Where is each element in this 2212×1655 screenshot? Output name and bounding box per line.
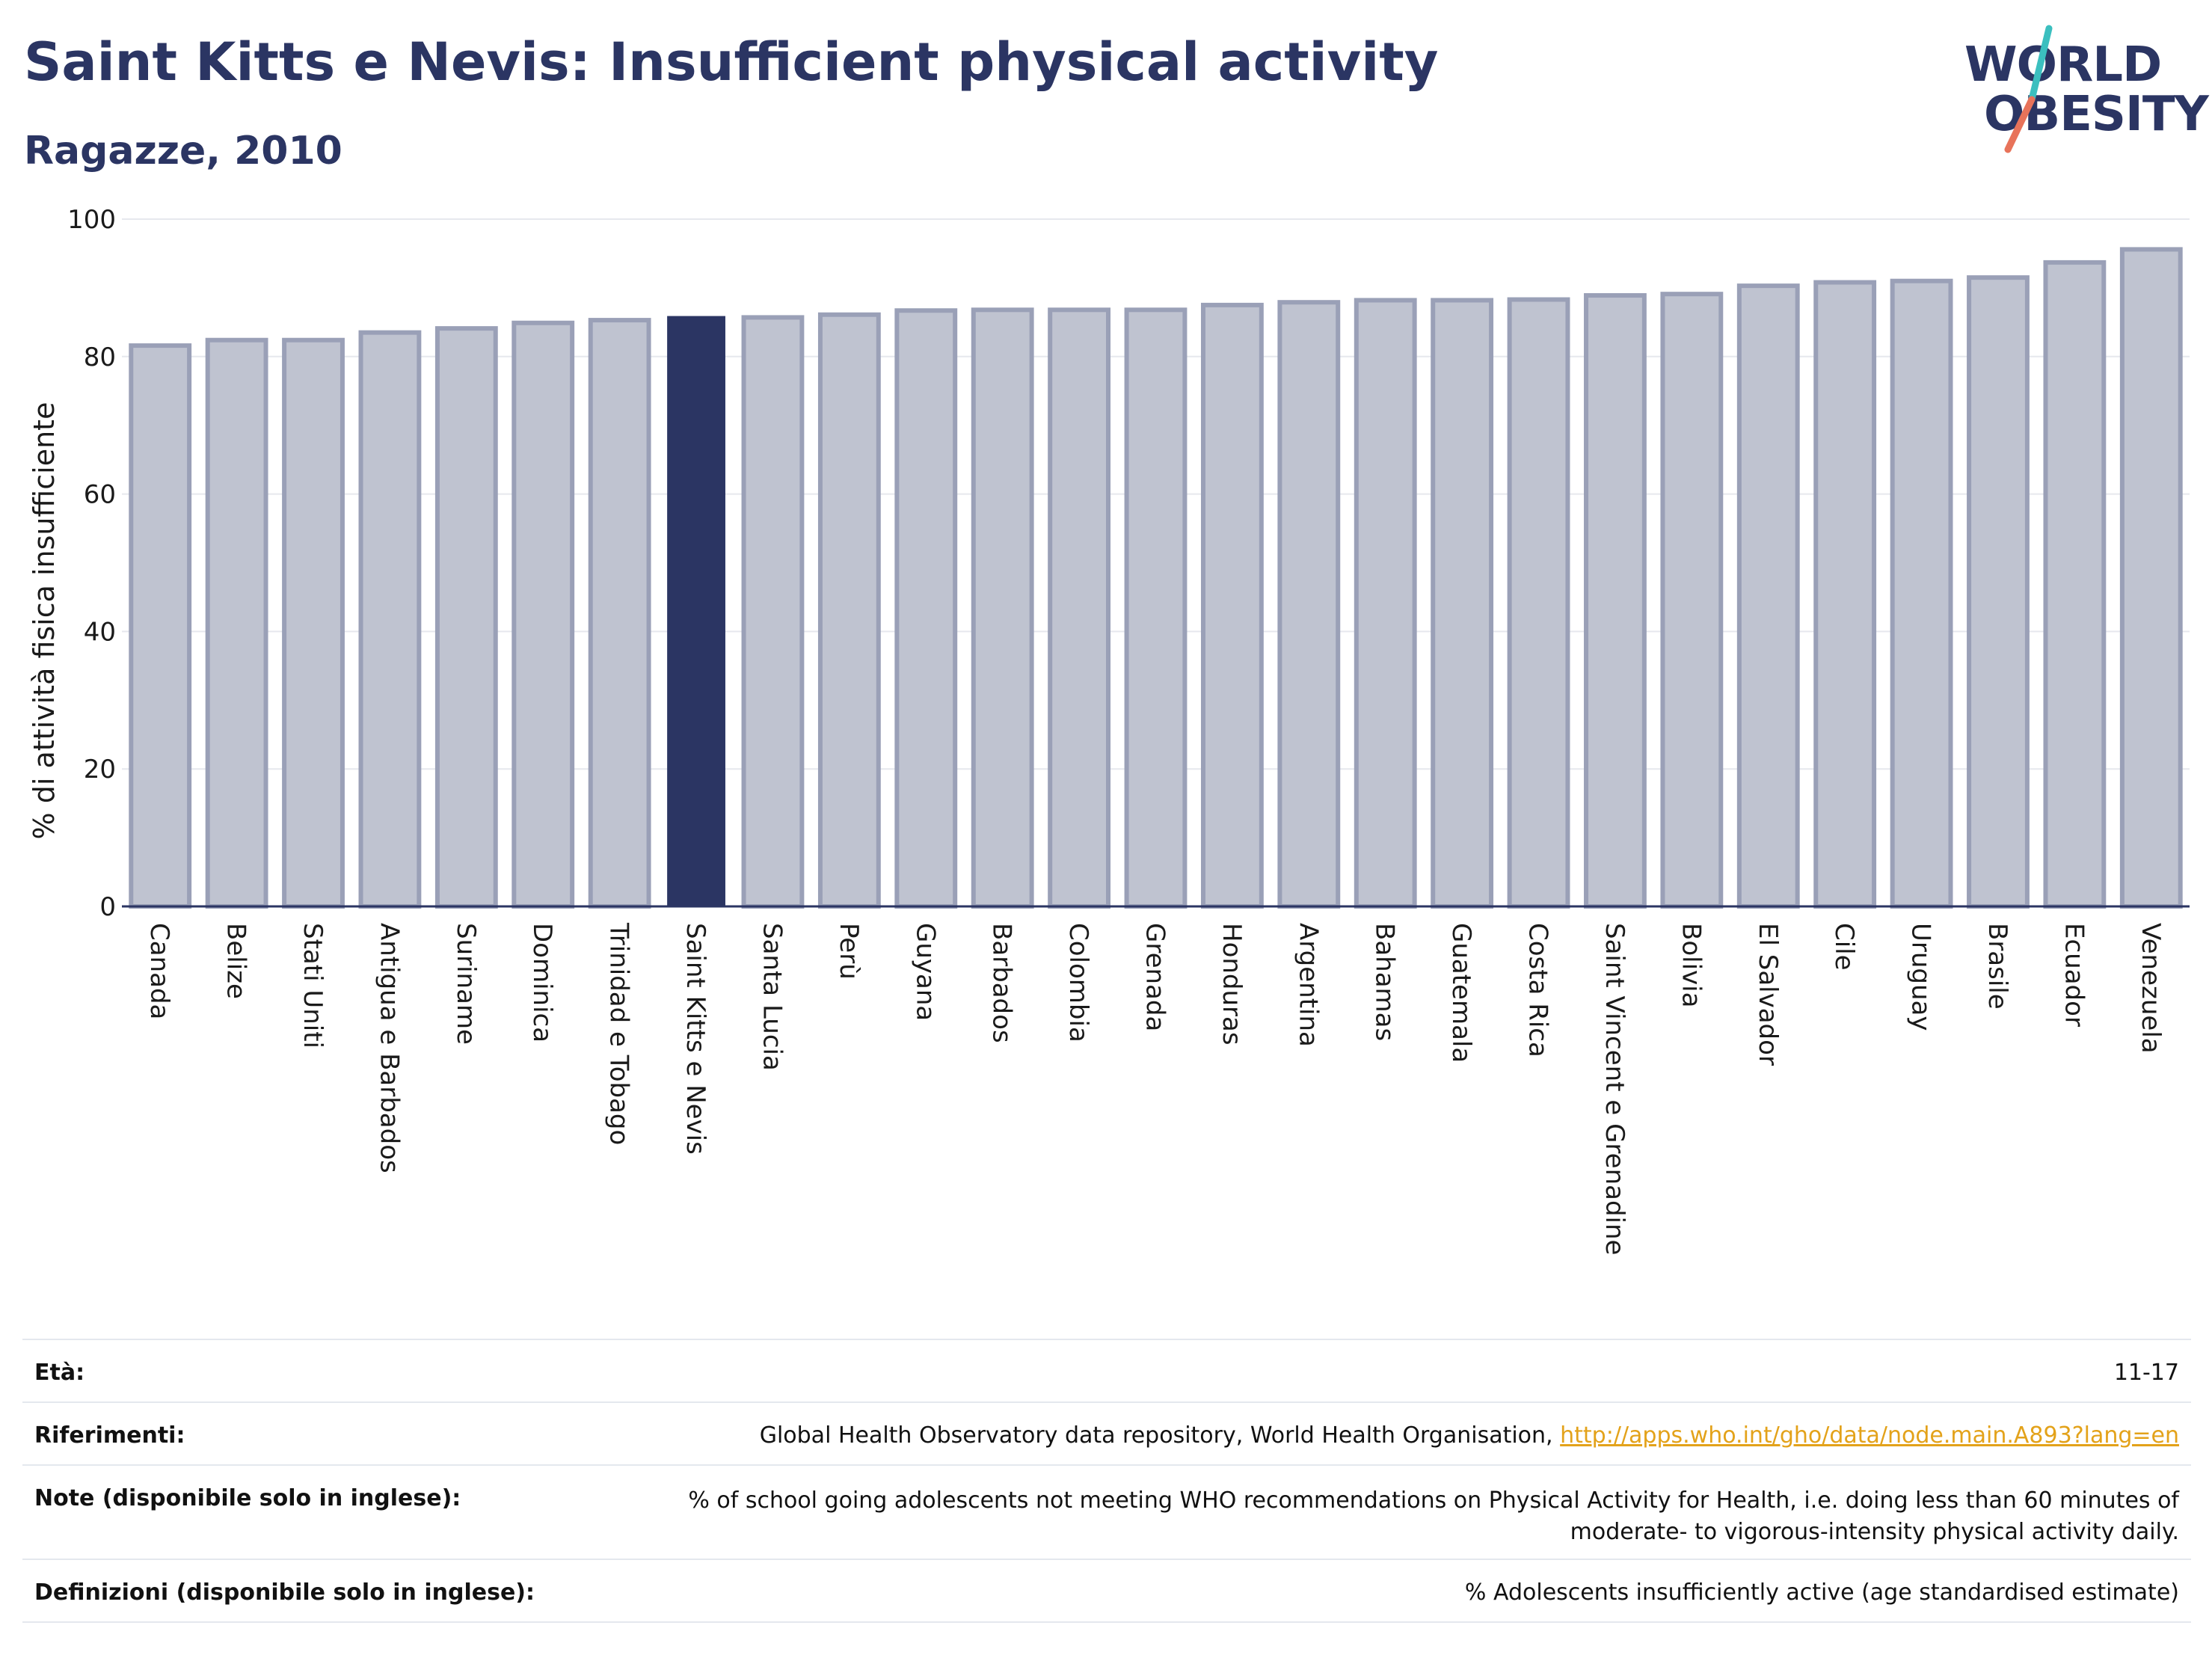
bar[interactable] — [2043, 260, 2107, 909]
bar[interactable] — [1736, 283, 1800, 909]
row-key: Riferimenti: — [34, 1422, 185, 1449]
bar[interactable] — [1124, 307, 1188, 909]
x-tick-label: El Salvador — [1753, 923, 1783, 1066]
x-tick-label: Honduras — [1217, 923, 1247, 1045]
x-tick-label: Barbados — [987, 923, 1017, 1043]
reference-text: Global Health Observatory data repositor… — [759, 1422, 1553, 1449]
bar[interactable] — [1660, 292, 1724, 909]
y-tick-label: 80 — [84, 343, 116, 372]
x-tick-label: Uruguay — [1906, 923, 1936, 1031]
bar[interactable] — [817, 312, 881, 909]
page-subtitle: Ragazze, 2010 — [24, 129, 342, 174]
bar[interactable] — [588, 318, 651, 909]
bar[interactable] — [1890, 278, 1953, 909]
x-tick-label: Suriname — [451, 923, 481, 1045]
x-tick-label: Bahamas — [1370, 923, 1400, 1041]
notes-line-1: % of school going adolescents not meetin… — [688, 1487, 2179, 1514]
bar[interactable] — [1200, 302, 1264, 909]
bar[interactable] — [282, 337, 345, 909]
bar[interactable] — [358, 330, 422, 909]
y-axis-label: % di attività fisica insufficiente — [28, 402, 61, 840]
bar[interactable] — [1048, 307, 1111, 909]
row-value: Global Health Observatory data repositor… — [760, 1422, 2179, 1449]
bar[interactable] — [894, 308, 958, 909]
x-tick-label: Dominica — [527, 923, 557, 1043]
metadata-table: Età: 11-17 Riferimenti: Global Health Ob… — [22, 1339, 2191, 1623]
bar[interactable] — [434, 326, 498, 909]
bar[interactable] — [1431, 298, 1494, 909]
bar-chart: 0 20 40 60 80 100 Canada Belize Stati Uniti Anti… — [28, 205, 2190, 1255]
y-tick-label: 0 — [99, 892, 116, 922]
y-axis-ticks: 0 20 40 60 80 100 — [67, 205, 116, 922]
x-tick-label: Santa Lucia — [757, 923, 787, 1071]
bar[interactable] — [511, 320, 575, 909]
x-tick-label: Bolivia — [1676, 923, 1706, 1007]
x-tick-label: Cile — [1829, 923, 1859, 971]
row-value: % Adolescents insufficiently active (age… — [1464, 1579, 2179, 1606]
bar[interactable] — [1813, 280, 1877, 909]
x-tick-label: Ecuador — [2059, 923, 2089, 1027]
bar[interactable] — [1967, 275, 2030, 909]
x-axis-labels: Canada Belize Stati Uniti Antigua e Barbado… — [144, 922, 2166, 1255]
bar[interactable] — [1507, 297, 1570, 909]
x-tick-label: Canada — [144, 923, 174, 1019]
bar[interactable] — [741, 315, 805, 909]
row-key: Età: — [34, 1360, 85, 1386]
x-tick-label: Argentina — [1293, 923, 1323, 1047]
table-row-notes: Note (disponibile solo in inglese): % of… — [22, 1464, 2191, 1559]
bar[interactable] — [2119, 247, 2183, 909]
bar[interactable] — [1354, 298, 1417, 909]
table-row-definitions: Definizioni (disponibile solo in inglese… — [22, 1559, 2191, 1623]
x-tick-label: Brasile — [1982, 923, 2012, 1010]
x-tick-label: Saint Kitts e Nevis — [681, 923, 710, 1155]
row-value: 11-17 — [2113, 1360, 2179, 1386]
logo-line-1: WORLD — [1964, 37, 2162, 93]
x-tick-label: Guatemala — [1446, 923, 1476, 1063]
notes-line-2: moderate- to vigorous-intensity physical… — [1570, 1519, 2179, 1545]
table-row-references: Riferimenti: Global Health Observatory d… — [22, 1401, 2191, 1464]
bar[interactable] — [205, 337, 268, 909]
x-tick-label: Grenada — [1140, 923, 1170, 1031]
y-tick-label: 60 — [84, 480, 116, 510]
row-key: Definizioni (disponibile solo in inglese… — [34, 1579, 535, 1606]
world-obesity-logo[interactable]: WORLD OBESITY — [1956, 21, 2209, 156]
x-tick-label: Colombia — [1063, 923, 1093, 1043]
x-tick-label: Antigua e Barbados — [374, 923, 404, 1173]
bar[interactable] — [1277, 300, 1341, 909]
row-key: Note (disponibile solo in inglese): — [34, 1485, 461, 1511]
x-tick-label: Perù — [834, 923, 864, 980]
bar[interactable] — [667, 316, 725, 907]
reference-link[interactable]: http://apps.who.int/gho/data/node.main.A… — [1560, 1422, 2179, 1449]
row-value: % of school going adolescents not meetin… — [688, 1485, 2179, 1548]
bar[interactable] — [971, 307, 1034, 909]
bar[interactable] — [129, 343, 192, 909]
x-tick-label: Saint Vincent e Grenadine — [1600, 923, 1629, 1255]
y-tick-label: 40 — [84, 617, 116, 647]
logo-slash-icon — [2004, 25, 2053, 153]
bar[interactable] — [1584, 293, 1647, 909]
x-tick-label: Costa Rica — [1523, 923, 1553, 1057]
y-tick-label: 100 — [67, 205, 116, 235]
y-tick-label: 20 — [84, 755, 116, 784]
x-tick-label: Stati Uniti — [298, 923, 328, 1048]
x-tick-label: Venezuela — [2136, 923, 2166, 1054]
table-row-age: Età: 11-17 — [22, 1339, 2191, 1401]
x-tick-label: Guyana — [910, 923, 940, 1021]
x-tick-label: Belize — [221, 923, 251, 999]
chart-bars — [129, 247, 2183, 909]
page-title: Saint Kitts e Nevis: Insufficient physic… — [24, 31, 1439, 93]
x-tick-label: Trinidad e Tobago — [604, 922, 634, 1145]
